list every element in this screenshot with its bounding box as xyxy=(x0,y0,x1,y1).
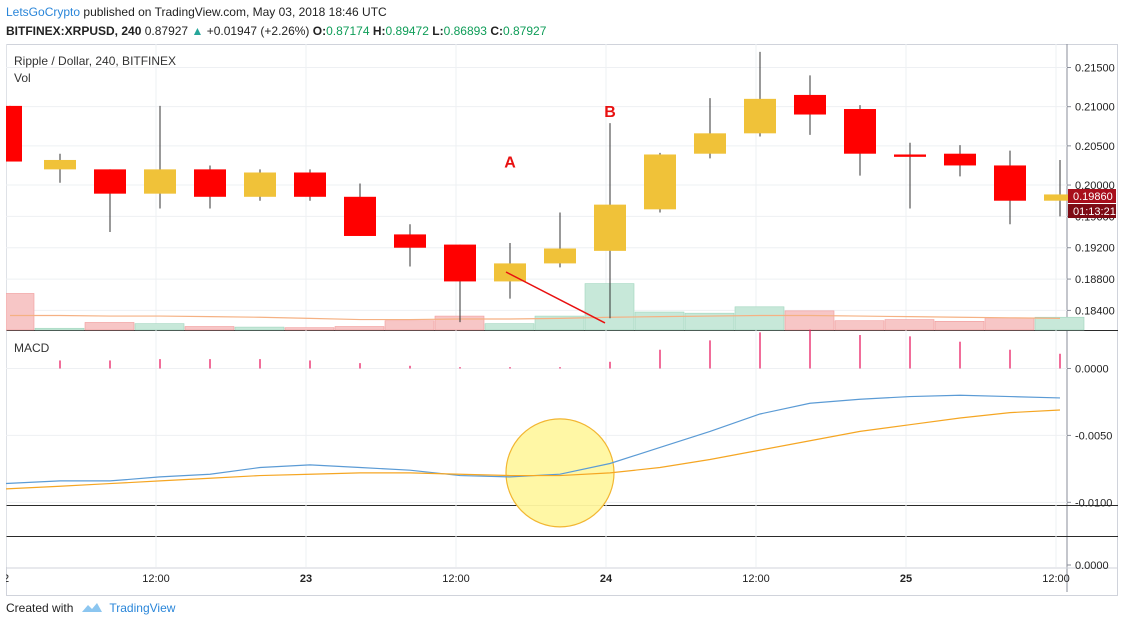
price-pane-title: Ripple / Dollar, 240, BITFINEX xyxy=(14,54,176,68)
annotation-label: B xyxy=(604,104,616,121)
macd-tick-label: -0.0100 xyxy=(1075,497,1112,509)
volume-bar xyxy=(634,311,685,331)
candle-body xyxy=(844,109,876,154)
countdown-value: 01:13:21 xyxy=(1073,206,1116,218)
footer: Created with TradingView xyxy=(6,596,1116,620)
candle-body xyxy=(794,94,826,115)
volume-bar xyxy=(484,323,535,331)
tradingview-link[interactable]: TradingView xyxy=(81,601,175,615)
macd-pane-title: MACD xyxy=(14,341,50,355)
volume-bar xyxy=(534,315,585,331)
volume-label: Vol xyxy=(14,71,31,85)
author-link[interactable]: LetsGoCrypto xyxy=(6,5,81,19)
open-label: O: xyxy=(312,24,327,38)
volume-bar xyxy=(5,293,35,331)
volume-bar xyxy=(284,327,335,331)
candle-body xyxy=(644,154,676,210)
ohlc-line: BITFINEX:XRPUSD, 240 0.87927 ▲ +0.01947 … xyxy=(6,22,1116,41)
countdown-tag xyxy=(1068,204,1116,219)
chart-area[interactable]: 0.215000.210000.205000.200000.196000.192… xyxy=(3,44,1118,596)
close-label: C: xyxy=(490,24,503,38)
volume-bar xyxy=(1034,316,1085,331)
tradingview-brand: TradingView xyxy=(109,601,176,615)
volume-bar xyxy=(884,319,935,331)
candle-body xyxy=(544,248,576,264)
candle-body xyxy=(6,105,22,162)
time-tick-label: 2 xyxy=(6,573,9,585)
chart-header: LetsGoCrypto published on TradingView.co… xyxy=(6,3,1116,41)
signal-line xyxy=(4,409,1061,490)
candle-body xyxy=(1044,194,1076,201)
candle-body xyxy=(344,196,376,236)
price-tick-label: 0.21000 xyxy=(1075,102,1115,114)
volume-bar xyxy=(234,326,285,331)
high-label: H: xyxy=(372,24,386,38)
price-tag xyxy=(1068,189,1116,204)
annotation-label: A xyxy=(504,154,516,171)
time-tick-label: 12:00 xyxy=(1042,573,1070,585)
price-tick-label: 0.18800 xyxy=(1075,274,1115,286)
time-tick-label: 23 xyxy=(300,573,312,585)
candle-body xyxy=(294,172,326,197)
candle-body xyxy=(94,169,126,194)
volume-bar xyxy=(184,326,235,331)
time-tick-label: 12:00 xyxy=(442,573,470,585)
macd-highlight-circle xyxy=(505,418,615,528)
candle-body xyxy=(44,159,76,170)
volume-bar xyxy=(334,326,385,331)
macd-tick-label: -0.0050 xyxy=(1075,430,1112,442)
time-tick-label: 25 xyxy=(900,573,912,585)
volume-ma-line xyxy=(10,314,1061,321)
candle-body xyxy=(394,234,426,248)
price-tag-value: 0.19860 xyxy=(1073,191,1113,203)
published-text: published on TradingView.com, May 03, 20… xyxy=(83,5,387,19)
annotation-arrow xyxy=(505,271,606,324)
chart-canvas[interactable]: 0.215000.210000.205000.200000.196000.192… xyxy=(3,44,1118,596)
volume-bar xyxy=(684,312,735,331)
last-price: 0.87927 xyxy=(144,24,189,38)
volume-bar xyxy=(784,310,835,331)
created-with-text: Created with xyxy=(6,601,74,615)
price-tick-label: 0.19200 xyxy=(1075,243,1115,255)
change-value: +0.01947 (+2.26%) xyxy=(206,24,310,38)
candle-body xyxy=(594,204,626,251)
time-tick-label: 24 xyxy=(600,573,613,585)
candle-body xyxy=(494,263,526,282)
candle-body xyxy=(694,133,726,154)
candle-body xyxy=(744,98,776,134)
up-arrow-icon: ▲ xyxy=(191,24,204,38)
price-tick-label: 0.20500 xyxy=(1075,141,1115,153)
candle-body xyxy=(244,172,276,197)
open-value: 0.87174 xyxy=(326,24,370,38)
volume-bar xyxy=(84,322,135,331)
close-value: 0.87927 xyxy=(503,24,547,38)
candle-body xyxy=(144,169,176,194)
symbol-label: BITFINEX:XRPUSD, 240 xyxy=(6,24,142,38)
volume-bar xyxy=(134,323,185,331)
high-value: 0.89472 xyxy=(385,24,429,38)
volume-bar xyxy=(834,320,885,331)
price-tick-label: 0.18400 xyxy=(1075,305,1115,317)
candle-body xyxy=(894,154,926,157)
publish-line: LetsGoCrypto published on TradingView.co… xyxy=(6,3,1116,22)
macd-tick-label: 0.0000 xyxy=(1075,363,1109,375)
volume-bar xyxy=(734,306,785,331)
low-label: L: xyxy=(432,24,444,38)
time-tick-label: 12:00 xyxy=(742,573,770,585)
extra-tick-label: 0.0000 xyxy=(1075,560,1109,572)
candle-body xyxy=(194,169,226,197)
volume-bar xyxy=(384,320,435,331)
volume-bar xyxy=(34,327,85,331)
volume-bar xyxy=(934,320,985,331)
time-tick-label: 12:00 xyxy=(142,573,170,585)
candle-body xyxy=(944,153,976,166)
price-tick-label: 0.21500 xyxy=(1075,63,1115,75)
volume-bar xyxy=(984,317,1035,331)
candle-body xyxy=(994,165,1026,201)
low-value: 0.86893 xyxy=(443,24,487,38)
tradingview-logo-icon xyxy=(82,603,103,612)
candle-body xyxy=(444,244,476,282)
